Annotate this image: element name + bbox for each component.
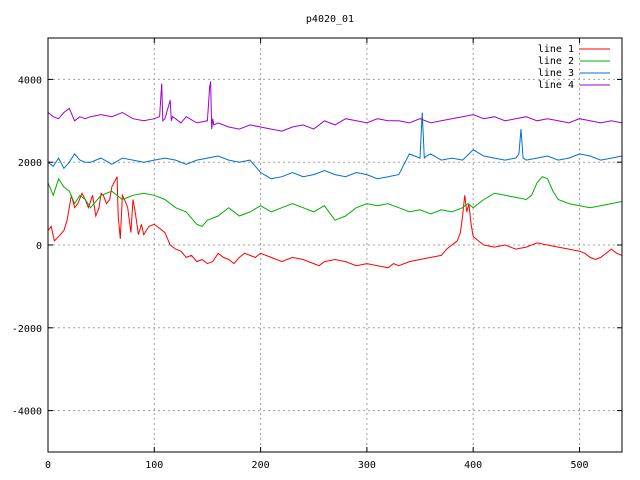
grid: [48, 38, 622, 452]
chart-title: p4020_01: [306, 14, 354, 25]
x-tick-label: 100: [145, 460, 163, 471]
x-tick-label: 400: [464, 460, 482, 471]
y-tick-label: -2000: [12, 324, 42, 335]
y-tick-label: 0: [36, 241, 42, 252]
series-line-2: [47, 176, 623, 227]
y-tick-label: 2000: [18, 158, 42, 169]
legend-label-1: line 1: [538, 44, 574, 55]
axis-ticks: 0 100 200 300 400 500 -4000 -2000 0 2000 4000: [12, 38, 622, 471]
legend-label-4: line 4: [538, 80, 574, 91]
series-group: [47, 81, 623, 269]
y-tick-label: 4000: [18, 75, 42, 86]
series-line-4: [47, 81, 623, 132]
series-line-3: [47, 112, 623, 180]
x-tick-label: 200: [252, 460, 270, 471]
legend-label-3: line 3: [538, 68, 574, 79]
x-tick-label: 0: [45, 460, 51, 471]
x-tick-label: 500: [570, 460, 588, 471]
y-tick-label: -4000: [12, 407, 42, 418]
legend-label-2: line 2: [538, 56, 574, 67]
x-tick-label: 300: [358, 460, 376, 471]
series-line-1: [47, 176, 623, 269]
